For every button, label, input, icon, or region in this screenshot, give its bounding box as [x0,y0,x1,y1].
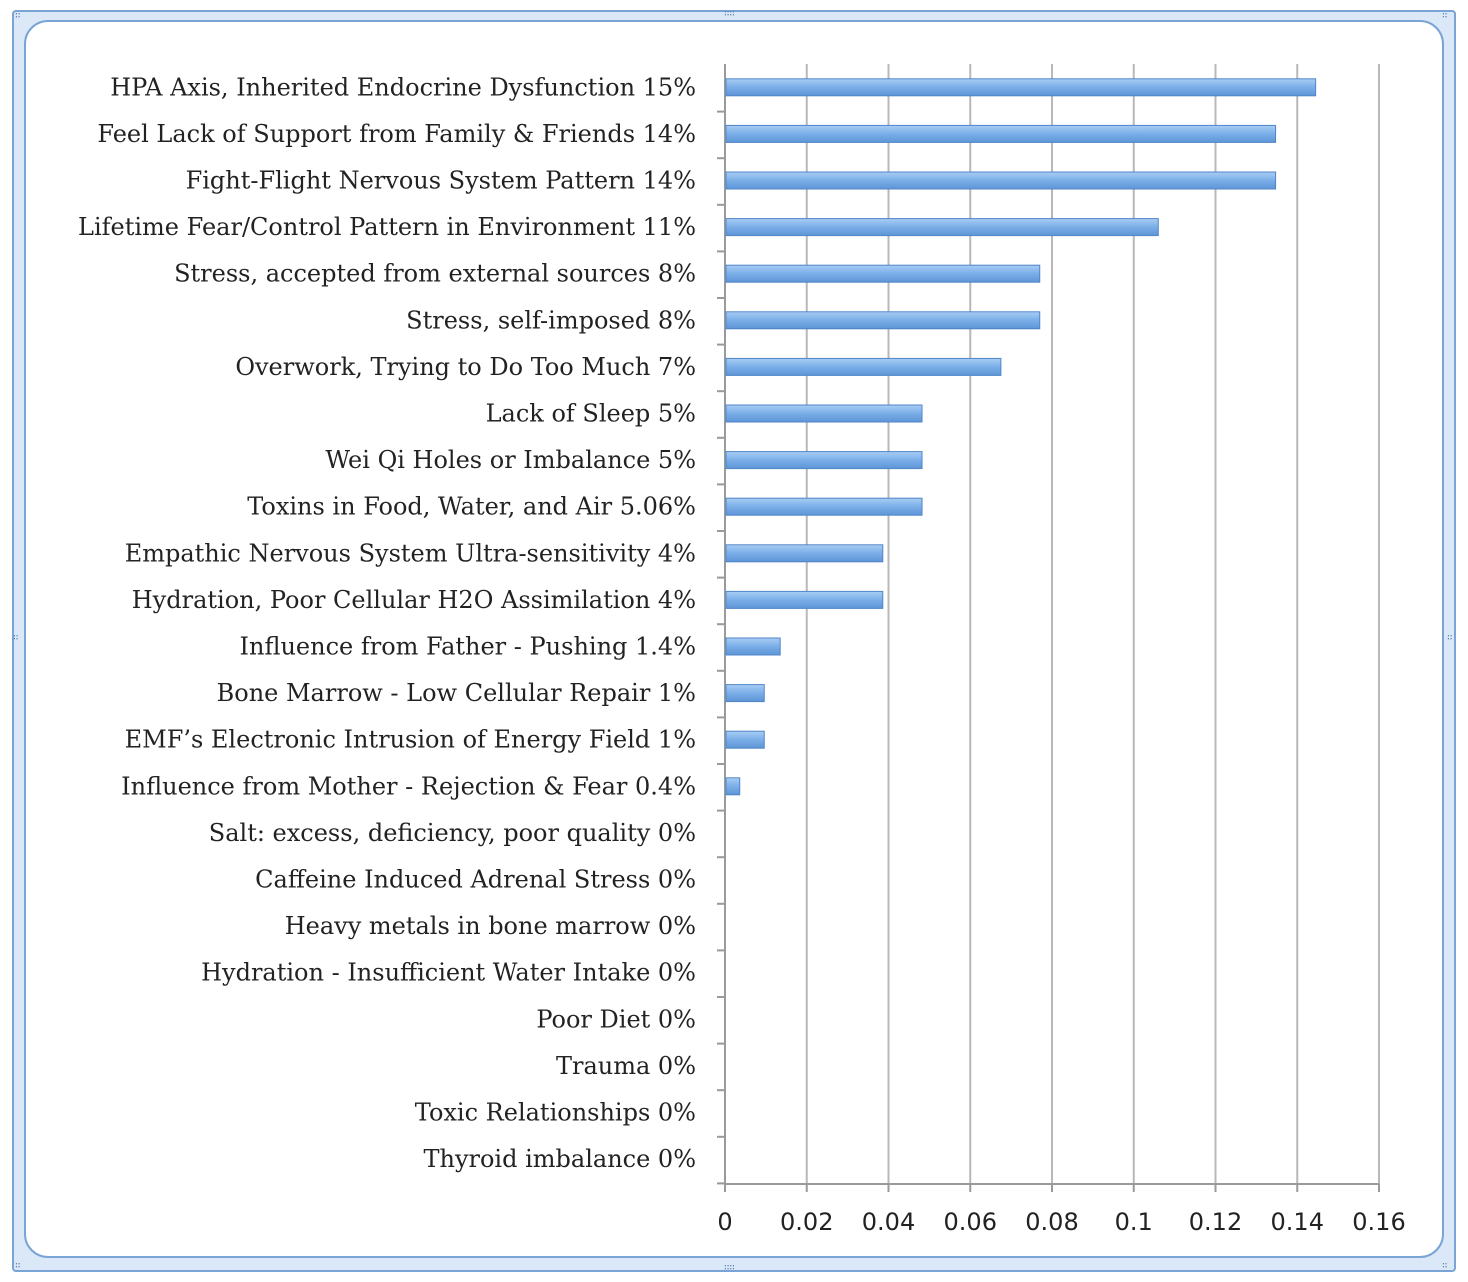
category-label: Influence from Father - Pushing 1.4% [240,633,696,661]
bar [725,171,1277,190]
bar [725,218,1159,237]
category-label: Caffeine Induced Adrenal Stress 0% [255,866,696,894]
bar [725,637,781,656]
resize-handle-bottom-left[interactable]: ∷ [15,1261,21,1271]
bar [725,124,1277,143]
bar [725,404,923,423]
resize-handle-top-right[interactable]: ∷ [1442,11,1448,21]
resize-handle-right[interactable]: ∷ [1447,633,1453,643]
bar [725,590,884,609]
category-label: HPA Axis, Inherited Endocrine Dysfunctio… [110,73,696,101]
category-label: Lifetime Fear/Control Pattern in Environ… [78,213,696,241]
bar [725,544,884,563]
x-tick-label: 0.08 [1025,1208,1078,1236]
x-tick-label: 0.04 [862,1208,915,1236]
category-label: Influence from Mother - Rejection & Fear… [121,772,696,800]
x-tick-label: 0.16 [1352,1208,1405,1236]
category-label: Poor Diet 0% [536,1005,696,1033]
x-tick-labels: 0 0.02 0.04 0.06 0.08 0.1 0.12 0.14 0.16 [717,1208,1405,1236]
category-label: Overwork, Trying to Do Too Much 7% [235,353,696,381]
resize-handle-top[interactable]: ∷∷ [724,9,735,19]
resize-handle-left[interactable]: ∷ [13,633,19,643]
category-label: Toxins in Food, Water, and Air 5.06% [247,493,696,521]
category-label: Fight-Flight Nervous System Pattern 14% [186,167,696,195]
resize-handle-bottom-right[interactable]: ∷ [1442,1261,1448,1271]
category-label: Feel Lack of Support from Family & Frien… [97,120,696,148]
axes [717,64,1380,1192]
category-label: Trauma 0% [556,1052,696,1080]
category-label: Thyroid imbalance 0% [423,1145,696,1173]
bar [725,451,923,470]
category-label: Bone Marrow - Low Cellular Repair 1% [217,679,696,707]
bar [725,777,741,796]
category-label: Heavy metals in bone marrow 0% [285,912,696,940]
x-tick-label: 0.06 [944,1208,997,1236]
category-label: Wei Qi Holes or Imbalance 5% [325,446,696,474]
bar [725,311,1041,330]
x-tick-label: 0.12 [1189,1208,1242,1236]
x-tick-label: 0.02 [780,1208,833,1236]
category-labels: HPA Axis, Inherited Endocrine Dysfunctio… [78,73,696,1173]
category-label: Stress, self-imposed 8% [406,306,696,334]
category-label: Hydration, Poor Cellular H2O Assimilatio… [132,586,696,614]
bar [725,497,923,516]
category-label: EMF’s Electronic Intrusion of Energy Fie… [125,726,696,754]
bar [725,684,765,703]
bar [725,78,1317,97]
gridlines [805,64,1380,1184]
category-label: Toxic Relationships 0% [415,1099,696,1127]
x-tick-label: 0.1 [1115,1208,1153,1236]
category-label: Hydration - Insufficient Water Intake 0% [201,959,696,987]
category-label: Empathic Nervous System Ultra-sensitivit… [125,539,696,567]
resize-handle-bottom[interactable]: ∷∷ [724,1263,735,1273]
bar [725,357,1002,376]
bars [725,78,1317,796]
resize-handle-top-left[interactable]: ∷ [15,11,21,21]
category-label: Salt: excess, deficiency, poor quality 0… [209,819,696,847]
bar [725,730,765,749]
category-label: Stress, accepted from external sources 8… [174,260,696,288]
bar [725,264,1041,283]
x-tick-label: 0 [717,1208,732,1236]
x-tick-label: 0.14 [1271,1208,1324,1236]
category-label: Lack of Sleep 5% [486,400,696,428]
